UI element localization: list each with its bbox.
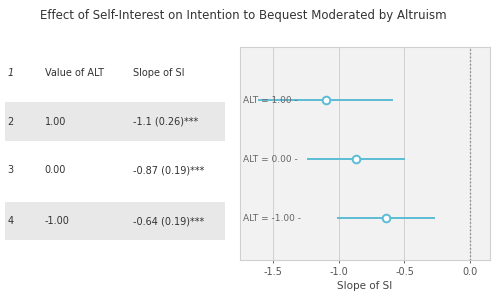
Text: 1: 1 [7,68,14,78]
Text: -0.64 (0.19)***: -0.64 (0.19)*** [132,216,204,226]
Text: ALT = 1.00 -: ALT = 1.00 - [242,96,298,105]
Text: 4: 4 [7,216,14,226]
Text: ALT = 0.00 -: ALT = 0.00 - [242,155,298,164]
X-axis label: Slope of SI: Slope of SI [338,281,392,291]
Text: 1.00: 1.00 [44,117,66,127]
Text: -1.1 (0.26)***: -1.1 (0.26)*** [132,117,198,127]
Text: 3: 3 [7,165,14,176]
Text: 2: 2 [7,117,14,127]
Text: Effect of Self-Interest on Intention to Bequest Moderated by Altruism: Effect of Self-Interest on Intention to … [40,9,446,22]
Text: Value of ALT: Value of ALT [44,68,104,78]
FancyBboxPatch shape [5,102,225,141]
Text: Slope of SI: Slope of SI [132,68,184,78]
Text: -0.87 (0.19)***: -0.87 (0.19)*** [132,165,204,176]
Text: 0.00: 0.00 [44,165,66,176]
Text: -1.00: -1.00 [44,216,70,226]
FancyBboxPatch shape [5,202,225,240]
Text: ALT = -1.00 -: ALT = -1.00 - [242,214,300,223]
